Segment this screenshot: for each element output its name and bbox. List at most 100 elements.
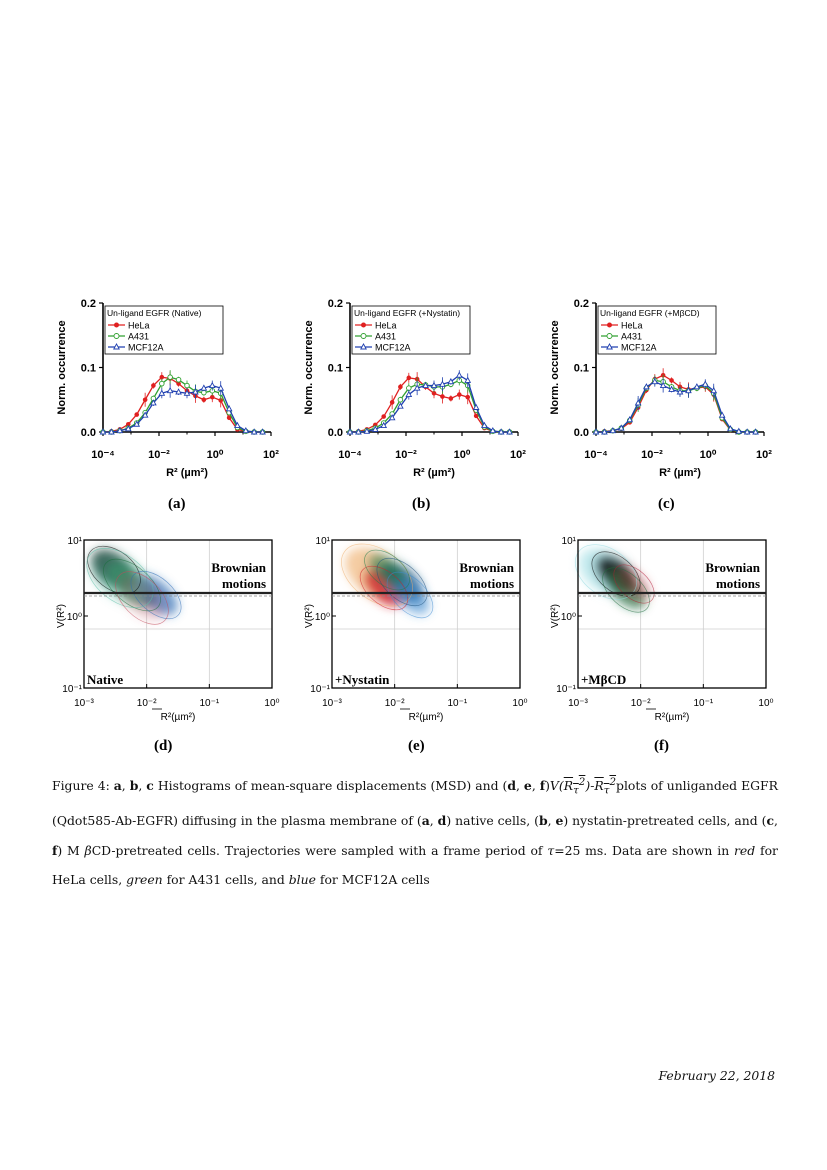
- data-point: [200, 384, 208, 391]
- panel-label: (f): [654, 738, 669, 754]
- y-tick-label: 0.2: [328, 298, 343, 310]
- data-point: [225, 405, 233, 412]
- data-point: [718, 411, 726, 418]
- y-axis-label: Norm. occurrence: [56, 320, 68, 414]
- density-contour: [364, 549, 410, 591]
- data-point: [727, 425, 734, 432]
- histogram-b: 0.0 0.1 0.2 10⁻⁴ 10⁻² 10⁰ 10² Norm. occurrence R…: [303, 298, 526, 512]
- region-label-brownian: Brownian: [705, 560, 760, 575]
- data-point: [752, 428, 759, 435]
- legend-box: [351, 305, 471, 355]
- density-blob: [617, 568, 651, 600]
- y-tick-label: 10¹: [68, 536, 83, 547]
- legend-box: [104, 305, 224, 355]
- density-blobs: [90, 549, 178, 621]
- top-pad: [80, 536, 276, 538]
- x-axis-label: R² (µm²): [659, 467, 701, 479]
- caption-math-v: V(Rτ2)-Rτ2: [549, 776, 617, 797]
- top-pad: [328, 536, 524, 538]
- condition-label: +Nystatin: [335, 672, 390, 687]
- data-point: [108, 428, 115, 435]
- y-tick-label: 0.1: [81, 363, 96, 375]
- legend-label: HeLa: [375, 321, 397, 331]
- x-tick-label: 10⁰: [264, 698, 279, 709]
- figure-caption: Figure 4: a, b, c Histograms of mean-squ…: [52, 776, 778, 888]
- region-label-motions: motions: [470, 576, 514, 591]
- legend-marker: [360, 333, 367, 339]
- y-tick-label: 0.0: [574, 427, 589, 439]
- density-blob: [368, 553, 406, 587]
- data-point: [388, 414, 396, 421]
- density-blobs: [579, 548, 651, 609]
- x-tick-label: 10⁰: [207, 449, 224, 461]
- data-point: [397, 397, 404, 403]
- legend-label: MCF12A: [621, 343, 657, 353]
- data-point: [208, 381, 216, 389]
- density-contour: [115, 571, 169, 625]
- data-point: [440, 394, 445, 399]
- data-point: [133, 420, 141, 427]
- y-tick-label: 0.1: [328, 363, 343, 375]
- y-tick-label: 10⁻¹: [556, 684, 576, 695]
- plot-frame: [577, 539, 767, 689]
- data-point: [184, 382, 190, 389]
- data-point: [701, 380, 709, 387]
- data-point: [355, 428, 362, 435]
- x-tick-label: 10⁻²: [395, 449, 417, 461]
- density-blobs: [345, 547, 430, 615]
- date-footer: February 22, 2018: [658, 1068, 775, 1083]
- y-tick-label: 10⁻¹: [310, 684, 330, 695]
- legend-label: A431: [128, 332, 149, 342]
- data-point: [151, 383, 156, 388]
- legend-label: MCF12A: [128, 343, 164, 353]
- y-tick-label: 0.2: [574, 298, 589, 310]
- y-tick-label: 10⁰: [315, 612, 330, 623]
- density-contour: [613, 564, 655, 604]
- legend-marker: [606, 333, 613, 339]
- data-point: [609, 426, 617, 434]
- y-axis-label: V(R²): [550, 604, 561, 628]
- y-tick-label: 0.0: [328, 427, 343, 439]
- series-line-a431: [596, 379, 756, 433]
- data-point: [158, 389, 166, 396]
- data-point: [464, 376, 472, 383]
- x-tick-label: 10⁻²: [385, 698, 405, 709]
- data-point: [447, 377, 455, 385]
- legend-title: Un-ligand EGFR (Native): [107, 308, 202, 318]
- legend-title: Un-ligand EGFR (+Nystatin): [354, 308, 460, 318]
- legend-marker: [361, 322, 366, 328]
- data-point: [234, 421, 241, 428]
- series-line-hela: [595, 374, 756, 433]
- y-tick-label: 10¹: [316, 536, 331, 547]
- data-point: [617, 424, 625, 431]
- data-point: [489, 426, 497, 434]
- data-point: [651, 377, 659, 385]
- density-contour: [602, 567, 650, 613]
- y-axis-label: V(R²): [56, 604, 67, 628]
- data-point: [363, 427, 371, 434]
- data-point: [150, 399, 157, 406]
- x-tick-label: 10⁻¹: [693, 698, 713, 709]
- data-point: [209, 394, 215, 400]
- x-tick-label: 10⁰: [758, 698, 773, 709]
- data-point: [217, 384, 225, 391]
- x-tick-label: 10⁻¹: [447, 698, 467, 709]
- data-point: [601, 428, 608, 435]
- y-tick-label: 0.0: [81, 427, 96, 439]
- region-label-motions: motions: [716, 576, 760, 591]
- data-point: [455, 371, 463, 378]
- data-point: [669, 378, 674, 383]
- data-point: [735, 427, 743, 434]
- region-label-brownian: Brownian: [459, 560, 514, 575]
- data-point: [134, 412, 140, 417]
- legend-marker: [606, 343, 613, 350]
- density-contour: [130, 570, 182, 620]
- data-point: [465, 394, 471, 400]
- x-tick-label: 10⁻²: [148, 449, 170, 461]
- data-point: [743, 428, 751, 435]
- data-point: [242, 426, 250, 434]
- region-label-brownian: Brownian: [211, 560, 266, 575]
- condition-label: Native: [87, 672, 123, 687]
